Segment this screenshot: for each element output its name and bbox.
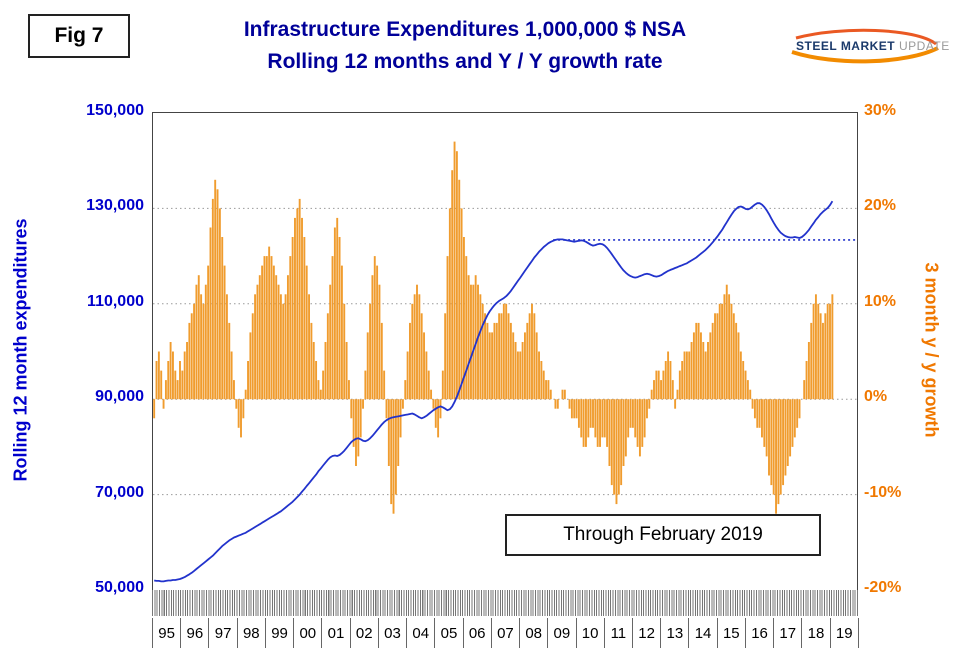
year-label: 08: [520, 618, 549, 648]
right-axis-tick: -10%: [864, 484, 902, 501]
year-label: 03: [379, 618, 408, 648]
right-axis-tick: 0%: [864, 388, 888, 405]
year-label: 16: [746, 618, 775, 648]
year-label: 12: [633, 618, 662, 648]
year-label: 96: [181, 618, 210, 648]
logo-word-steel: STEEL: [796, 39, 837, 53]
left-axis-tick: 150,000: [86, 102, 144, 119]
year-label: 17: [774, 618, 803, 648]
year-label: 11: [605, 618, 633, 648]
year-label: 09: [548, 618, 577, 648]
right-axis-tick: 30%: [864, 102, 897, 119]
year-label: 01: [322, 618, 351, 648]
chart-canvas: [153, 141, 857, 583]
right-axis-tick: 20%: [864, 197, 897, 214]
chart-title-line1: Infrastructure Expenditures 1,000,000 $ …: [243, 18, 687, 41]
left-axis-tick: 90,000: [95, 388, 144, 405]
year-label: 15: [718, 618, 746, 648]
year-label: 99: [266, 618, 295, 648]
right-axis-tick: -20%: [864, 579, 902, 596]
annotation-text: Through February 2019: [563, 524, 763, 545]
annotation-box: Through February 2019: [505, 514, 821, 556]
right-axis-title: 3 month y / y growth: [921, 262, 942, 438]
year-label: 18: [802, 618, 831, 648]
year-label: 14: [689, 618, 718, 648]
chart-title-line2: Rolling 12 months and Y / Y growth rate: [267, 50, 663, 73]
logo-word-market: MARKET: [840, 39, 896, 53]
right-axis-tick: 10%: [864, 293, 897, 310]
year-label: 13: [661, 618, 690, 648]
year-label: 00: [294, 618, 323, 648]
figure-label-box: Fig 7: [28, 14, 130, 58]
plot-area: [152, 112, 858, 591]
year-label: 19: [831, 618, 859, 648]
year-label: 02: [351, 618, 379, 648]
logo-text: STEEL MARKET UPDATE: [796, 39, 949, 53]
year-label: 07: [492, 618, 521, 648]
left-axis-title: Rolling 12 month expenditures: [10, 218, 31, 482]
year-label: 10: [577, 618, 605, 648]
year-label: 95: [153, 618, 182, 648]
left-axis-tick: 50,000: [95, 579, 144, 596]
left-axis-tick: 70,000: [95, 484, 144, 501]
year-label: 06: [464, 618, 492, 648]
month-tick-band: [152, 590, 858, 616]
year-label: 97: [209, 618, 238, 648]
year-label: 98: [238, 618, 266, 648]
year-label: 05: [435, 618, 464, 648]
x-axis-year-labels: 95 96 97 98 99 00 01 02 03 04 05 06 07 08 09 10 11 12 13 14…: [152, 618, 859, 648]
logo-word-update: UPDATE: [898, 39, 950, 53]
steel-market-update-logo: STEEL MARKET UPDATE: [786, 24, 949, 70]
year-label: 04: [407, 618, 436, 648]
figure-label: Fig 7: [54, 24, 104, 47]
left-axis-tick: 130,000: [86, 197, 144, 214]
left-axis-tick: 110,000: [87, 293, 144, 310]
chart-title: Infrastructure Expenditures 1,000,000 $ …: [140, 14, 790, 74]
logo-swoosh-icon: [791, 28, 939, 64]
